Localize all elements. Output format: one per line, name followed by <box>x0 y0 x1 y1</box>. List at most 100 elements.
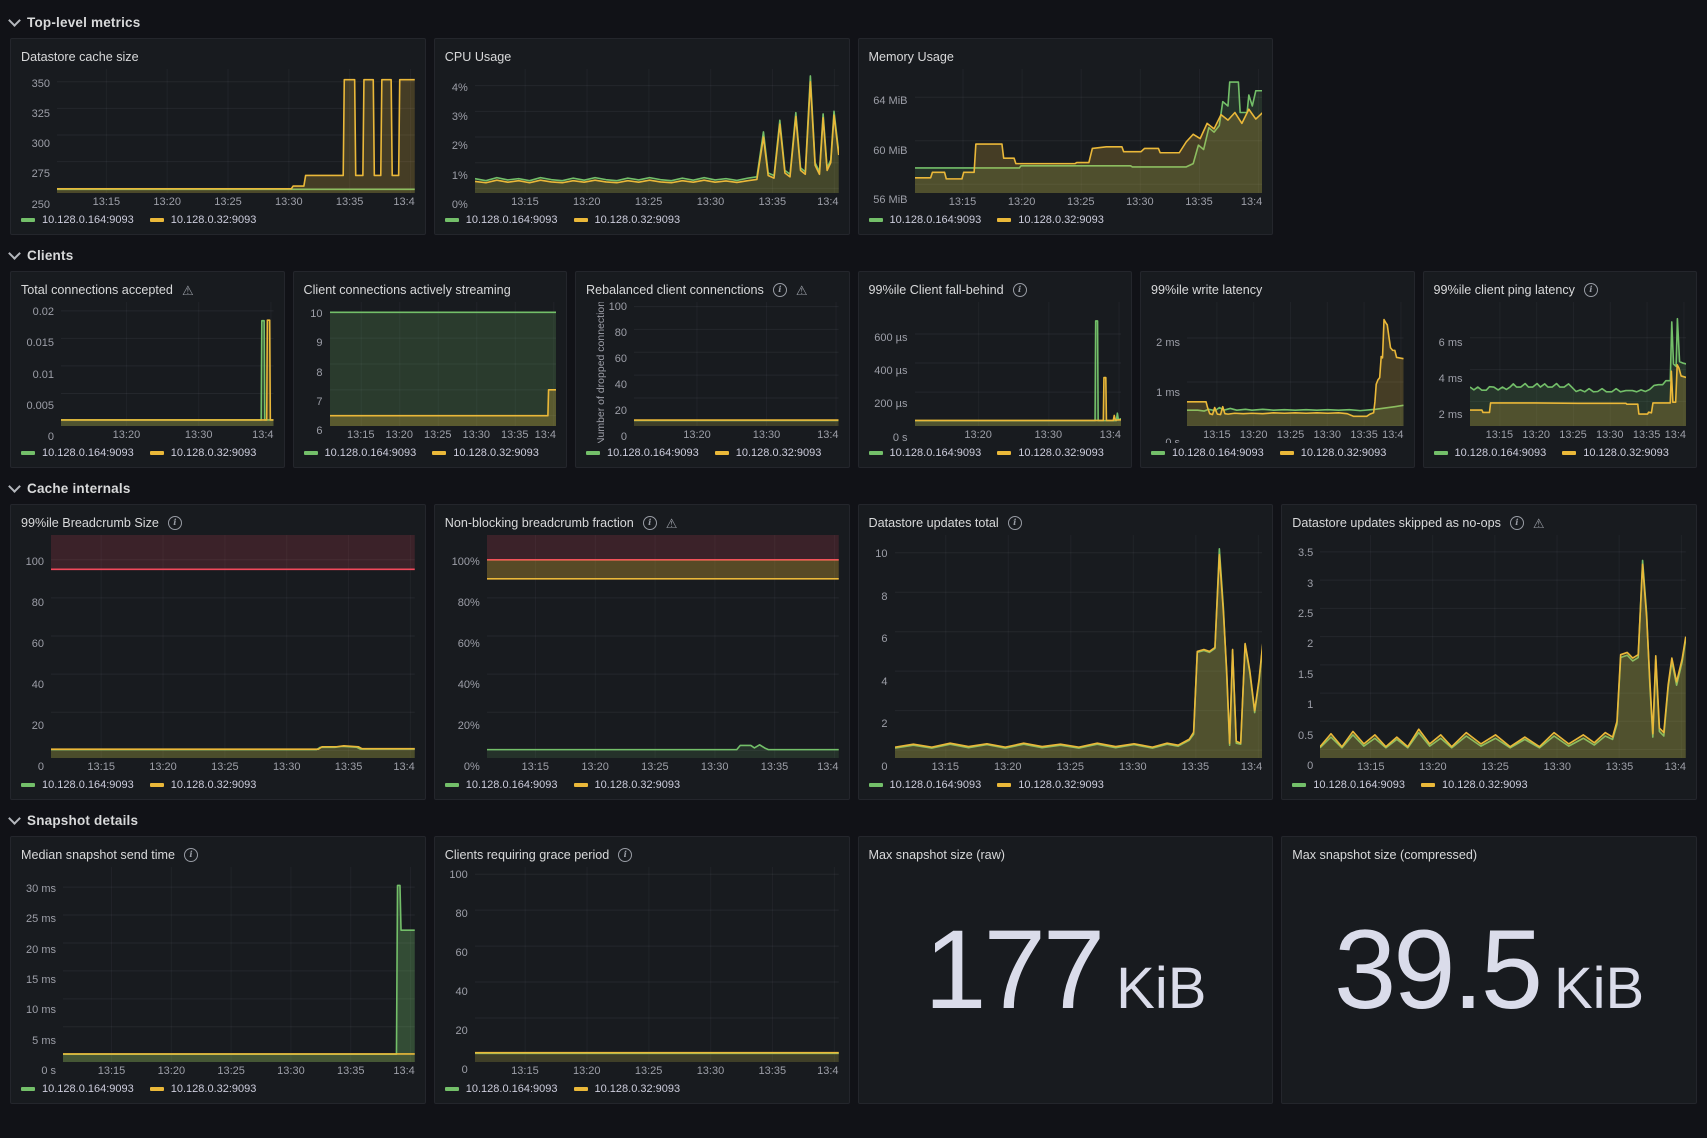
info-icon[interactable]: i <box>772 283 787 297</box>
warning-icon[interactable]: ⚠ <box>795 282 808 298</box>
legend-item[interactable]: 10.128.0.32:9093 <box>573 214 680 226</box>
legend-item[interactable]: 10.128.0.164:9093 <box>21 447 134 459</box>
legend-item[interactable]: 10.128.0.164:9093 <box>21 1083 134 1095</box>
plot-area[interactable] <box>329 302 556 426</box>
legend-item[interactable]: 10.128.0.32:9093 <box>1421 779 1528 791</box>
panel-header[interactable]: Rebalanced client connenctions i ⚠ <box>586 278 839 302</box>
legend-item[interactable]: 10.128.0.32:9093 <box>714 447 821 459</box>
plot-area[interactable] <box>894 535 1263 758</box>
legend-item[interactable]: 10.128.0.164:9093 <box>1292 779 1405 791</box>
panel-header[interactable]: Client connections actively streaming <box>304 278 557 302</box>
panel-header[interactable]: 99%ile client ping latency i <box>1434 278 1687 302</box>
info-icon[interactable]: i <box>618 848 633 862</box>
legend-item[interactable]: 10.128.0.164:9093 <box>444 1083 558 1095</box>
y-tick-label: 0% <box>463 760 480 773</box>
legend-item[interactable]: 10.128.0.32:9093 <box>997 447 1104 459</box>
legend-item[interactable]: 10.128.0.164:9093 <box>21 779 134 791</box>
x-tick-label: 13:20 <box>149 761 177 773</box>
plot-area[interactable] <box>61 302 274 426</box>
plot-area[interactable] <box>634 302 839 426</box>
x-tick-label: 13:35 <box>1185 196 1213 208</box>
warning-icon[interactable]: ⚠ <box>1532 515 1545 531</box>
panel-header[interactable]: Datastore updates total i <box>869 511 1263 535</box>
plot-area[interactable] <box>474 69 839 193</box>
panel-header[interactable]: Clients requiring grace period i <box>445 843 839 867</box>
plot-area[interactable] <box>914 302 1121 426</box>
panel-header[interactable]: 99%ile Breadcrumb Size i <box>21 511 415 535</box>
panel-header[interactable]: Datastore updates skipped as no-ops i ⚠ <box>1292 511 1686 535</box>
panel-header[interactable]: Datastore cache size <box>21 45 415 69</box>
legend-item[interactable]: 10.128.0.164:9093 <box>21 214 134 226</box>
timeseries-chart[interactable]: 0 s 200 µs 400 µs 600 µs 13:20 13:30 13:4 <box>869 302 1121 443</box>
legend-item[interactable]: 10.128.0.164:9093 <box>444 214 558 226</box>
info-icon[interactable]: i <box>1012 283 1027 297</box>
plot-area[interactable] <box>486 535 839 758</box>
legend-item[interactable]: 10.128.0.164:9093 <box>1433 447 1546 459</box>
legend-item[interactable]: 10.128.0.32:9093 <box>149 447 256 459</box>
legend-item[interactable]: 10.128.0.164:9093 <box>444 779 558 791</box>
warning-icon[interactable]: ⚠ <box>665 515 678 531</box>
panel-header[interactable]: CPU Usage <box>445 45 839 69</box>
legend-item[interactable]: 10.128.0.32:9093 <box>997 779 1104 791</box>
timeseries-chart[interactable]: 0 20 40 60 80 100 13:15 13:20 13:25 13:30 13:35 13:… <box>21 535 415 775</box>
legend-item[interactable]: 10.128.0.32:9093 <box>432 447 539 459</box>
panel-header[interactable]: Median snapshot send time i <box>21 843 415 867</box>
legend-item[interactable]: 10.128.0.164:9093 <box>868 447 981 459</box>
legend-item[interactable]: 10.128.0.32:9093 <box>997 214 1104 226</box>
x-tick-label: 13:25 <box>214 196 242 208</box>
info-icon[interactable]: i <box>184 848 199 862</box>
y-axis: 0 2 4 6 8 10 <box>869 535 895 775</box>
legend-item[interactable]: 10.128.0.32:9093 <box>573 779 680 791</box>
plot-area[interactable] <box>1187 302 1404 426</box>
panel-header[interactable]: Max snapshot size (compressed) <box>1292 843 1686 867</box>
legend-item[interactable]: 10.128.0.164:9093 <box>868 779 981 791</box>
timeseries-chart[interactable]: 0 2 4 6 8 10 13:15 13:20 13:25 13:30 13:35 13:4 <box>869 535 1263 775</box>
timeseries-chart[interactable]: 0 s 1 ms 2 ms 13:15 13:20 13:25 13:30 13:35 13:4 <box>1151 302 1404 443</box>
section-header-top-level-metrics[interactable]: Top-level metrics <box>8 10 1697 34</box>
legend-item[interactable]: 10.128.0.32:9093 <box>149 214 256 226</box>
timeseries-chart[interactable]: 0% 1% 2% 3% 4% 13:15 13:20 13:25 13:30 13:35 13:4 <box>445 69 839 210</box>
panel-header[interactable]: 99%ile write latency <box>1151 278 1404 302</box>
section-header-clients[interactable]: Clients <box>8 243 1697 267</box>
plot-area[interactable] <box>63 867 415 1062</box>
plot-area[interactable] <box>51 535 415 758</box>
panel-header[interactable]: Non-blocking breadcrumb fraction i ⚠ <box>445 511 839 535</box>
timeseries-chart[interactable]: 250 275 300 325 350 13:15 13:20 13:25 13:30 13:35… <box>21 69 415 210</box>
legend-item[interactable]: 10.128.0.164:9093 <box>868 214 981 226</box>
panel-header[interactable]: Memory Usage <box>869 45 1263 69</box>
info-icon[interactable]: i <box>1509 516 1524 530</box>
warning-icon[interactable]: ⚠ <box>181 282 194 298</box>
panel-header[interactable]: 99%ile Client fall-behind i <box>869 278 1122 302</box>
timeseries-chart[interactable]: 0 20 40 60 80 100 Number of dropped connection… <box>586 302 839 443</box>
plot-area[interactable] <box>474 867 839 1062</box>
panel-header[interactable]: Max snapshot size (raw) <box>869 843 1263 867</box>
plot-area[interactable] <box>57 69 415 193</box>
legend-item[interactable]: 10.128.0.164:9093 <box>586 447 699 459</box>
legend-item[interactable]: 10.128.0.164:9093 <box>1151 447 1264 459</box>
info-icon[interactable]: i <box>167 516 182 530</box>
legend-item[interactable]: 10.128.0.32:9093 <box>149 1083 256 1095</box>
timeseries-chart[interactable]: 0 0.5 1 1.5 2 2.5 3 3.5 13:15 13:20 13:25 13:30 13:3… <box>1292 535 1686 775</box>
timeseries-chart[interactable]: 56 MiB 60 MiB 64 MiB 13:15 13:20 13:25 13:30 13… <box>869 69 1263 210</box>
y-tick-label: 2 ms <box>1156 337 1180 349</box>
legend-item[interactable]: 10.128.0.32:9093 <box>149 779 256 791</box>
info-icon[interactable]: i <box>642 516 657 530</box>
timeseries-chart[interactable]: 6 7 8 9 10 13:15 13:20 13:25 13:30 13:35 13:4 <box>304 302 556 443</box>
section-header-cache-internals[interactable]: Cache internals <box>8 476 1697 500</box>
info-icon[interactable]: i <box>1583 283 1598 297</box>
timeseries-chart[interactable]: 0 20 40 60 80 100 13:15 13:20 13:25 13:30 13:35 13:… <box>445 867 839 1079</box>
plot-area[interactable] <box>1469 302 1686 426</box>
legend-item[interactable]: 10.128.0.32:9093 <box>1279 447 1386 459</box>
section-header-snapshot-details[interactable]: Snapshot details <box>8 808 1697 832</box>
timeseries-chart[interactable]: 0 0.005 0.01 0.015 0.02 13:20 13:30 13:4 <box>21 302 274 443</box>
timeseries-chart[interactable]: 0% 20% 40% 60% 80% 100% 13:15 13:20 13:25 13:30 13… <box>445 535 839 775</box>
legend-item[interactable]: 10.128.0.32:9093 <box>1562 447 1669 459</box>
legend-item[interactable]: 10.128.0.164:9093 <box>303 447 416 459</box>
plot-area[interactable] <box>1320 535 1686 758</box>
plot-area[interactable] <box>914 69 1263 193</box>
timeseries-chart[interactable]: 2 ms 4 ms 6 ms 13:15 13:20 13:25 13:30 13:35 13:… <box>1434 302 1686 443</box>
info-icon[interactable]: i <box>1007 516 1022 530</box>
legend-item[interactable]: 10.128.0.32:9093 <box>573 1083 680 1095</box>
panel-header[interactable]: Total connections accepted ⚠ <box>21 278 274 302</box>
